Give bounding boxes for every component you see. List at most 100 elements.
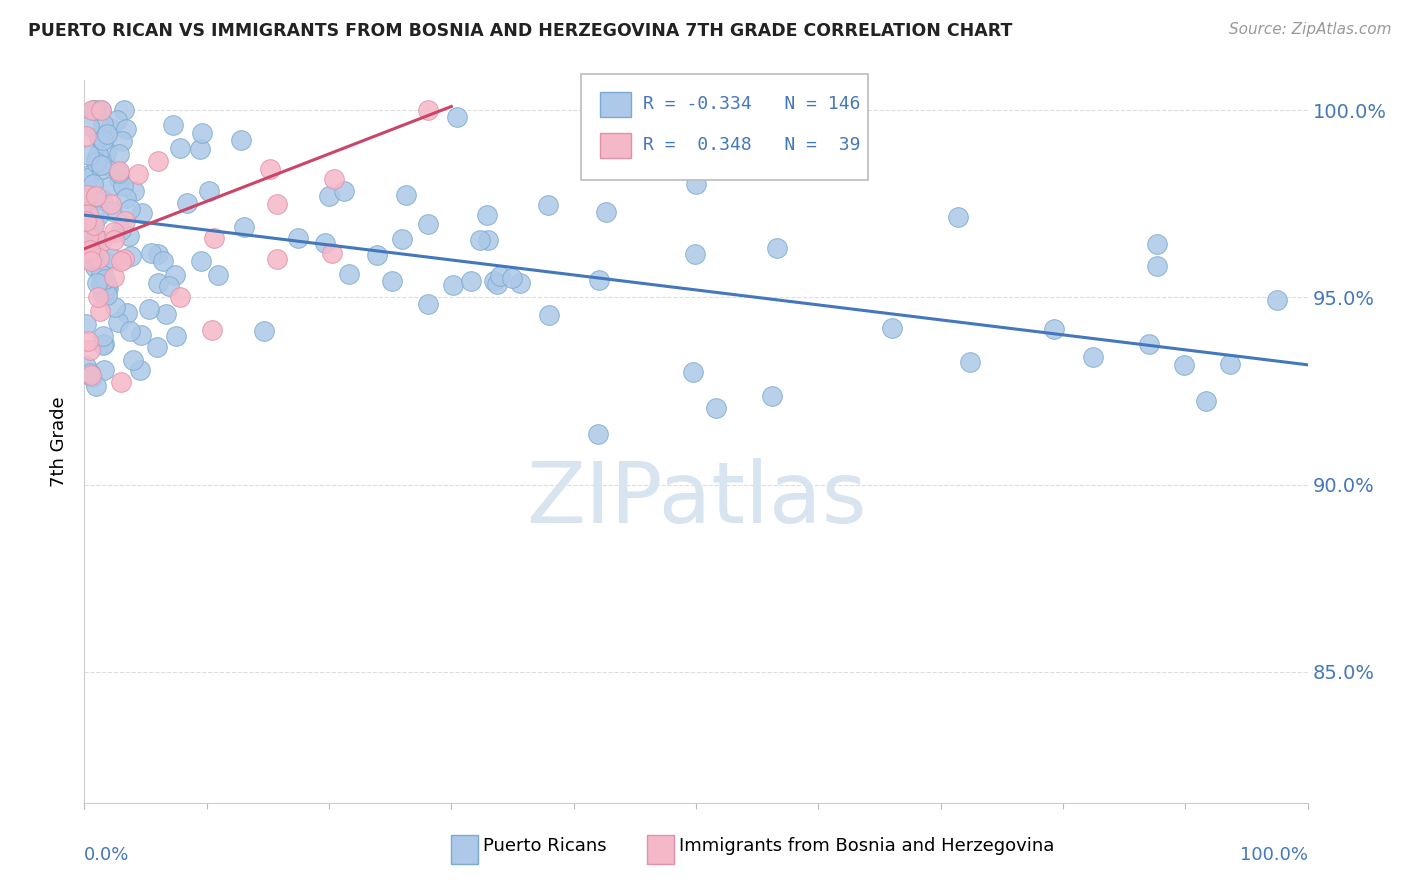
Point <box>76 188 98 202</box>
Point <box>80 231 103 245</box>
Point <box>1146 259 1168 273</box>
Point <box>460 274 482 288</box>
Point <box>91 329 114 343</box>
Point <box>114 191 136 205</box>
Point <box>93 337 115 351</box>
Point <box>87 209 110 223</box>
Point <box>233 219 256 234</box>
Point <box>86 147 108 161</box>
Point <box>89 252 111 266</box>
FancyBboxPatch shape <box>451 835 478 864</box>
Point <box>1267 293 1289 308</box>
Point <box>190 142 212 156</box>
Point <box>152 254 174 268</box>
Point <box>586 427 609 442</box>
Point <box>105 112 128 127</box>
Text: PUERTO RICAN VS IMMIGRANTS FROM BOSNIA AND HERZEGOVINA 7TH GRADE CORRELATION CHA: PUERTO RICAN VS IMMIGRANTS FROM BOSNIA A… <box>28 22 1012 40</box>
Point <box>155 307 177 321</box>
Point <box>165 329 187 343</box>
Point <box>114 121 136 136</box>
Point <box>83 215 105 229</box>
Point <box>139 246 162 260</box>
Point <box>321 245 343 260</box>
Point <box>93 363 115 377</box>
Point <box>1146 236 1168 251</box>
Point <box>416 103 439 118</box>
Point <box>111 134 134 148</box>
Point <box>91 193 114 207</box>
Point <box>79 169 101 184</box>
Point <box>122 184 145 198</box>
Point <box>110 375 132 389</box>
Point <box>96 288 118 302</box>
Point <box>115 306 138 320</box>
Point <box>118 202 141 216</box>
Point <box>416 297 439 311</box>
Point <box>501 271 523 285</box>
Point <box>588 273 610 287</box>
Point <box>1042 322 1064 336</box>
Point <box>87 130 110 145</box>
Point <box>100 197 122 211</box>
Point <box>318 189 340 203</box>
Point <box>127 167 149 181</box>
Point <box>94 158 117 172</box>
Point <box>477 233 499 247</box>
Point <box>120 249 142 263</box>
Point <box>76 216 98 230</box>
Point <box>253 324 276 338</box>
Text: 100.0%: 100.0% <box>1240 847 1308 864</box>
Text: 0.0%: 0.0% <box>84 847 129 864</box>
Point <box>108 172 131 186</box>
Text: Source: ZipAtlas.com: Source: ZipAtlas.com <box>1229 22 1392 37</box>
Point <box>190 254 212 268</box>
Text: Puerto Ricans: Puerto Ricans <box>484 838 607 855</box>
Point <box>112 178 135 193</box>
Point <box>1081 351 1104 365</box>
Point <box>108 166 131 180</box>
Point <box>1219 357 1241 371</box>
Point <box>146 153 169 168</box>
Point <box>87 128 110 143</box>
Point <box>103 233 125 247</box>
Point <box>122 352 145 367</box>
Point <box>129 362 152 376</box>
Point <box>107 315 129 329</box>
Point <box>129 327 152 342</box>
Point <box>536 198 558 212</box>
Point <box>416 218 439 232</box>
Point <box>366 248 388 262</box>
Point <box>761 389 783 403</box>
Point <box>79 366 101 380</box>
Point <box>165 268 187 282</box>
Point <box>441 277 464 292</box>
Point <box>108 164 131 178</box>
Point <box>91 133 114 147</box>
Point <box>75 359 97 373</box>
Point <box>76 206 98 220</box>
Point <box>96 254 118 268</box>
Point <box>231 133 253 147</box>
Y-axis label: 7th Grade: 7th Grade <box>51 396 69 487</box>
Point <box>537 308 560 322</box>
Text: R = -0.334   N = 146: R = -0.334 N = 146 <box>643 95 860 113</box>
Point <box>114 214 136 228</box>
Point <box>97 180 120 194</box>
Text: Immigrants from Bosnia and Herzegovina: Immigrants from Bosnia and Herzegovina <box>679 838 1054 855</box>
Point <box>110 254 132 268</box>
Point <box>103 270 125 285</box>
Point <box>103 225 125 239</box>
Point <box>77 120 100 134</box>
Point <box>84 230 107 244</box>
Point <box>287 231 309 245</box>
Point <box>169 290 191 304</box>
Point <box>381 274 404 288</box>
Point <box>86 378 108 392</box>
Point <box>1195 393 1218 408</box>
Point <box>486 277 509 291</box>
Point <box>176 195 198 210</box>
Point <box>77 230 100 244</box>
Point <box>89 303 111 318</box>
Point <box>86 276 108 290</box>
Point <box>80 368 103 382</box>
